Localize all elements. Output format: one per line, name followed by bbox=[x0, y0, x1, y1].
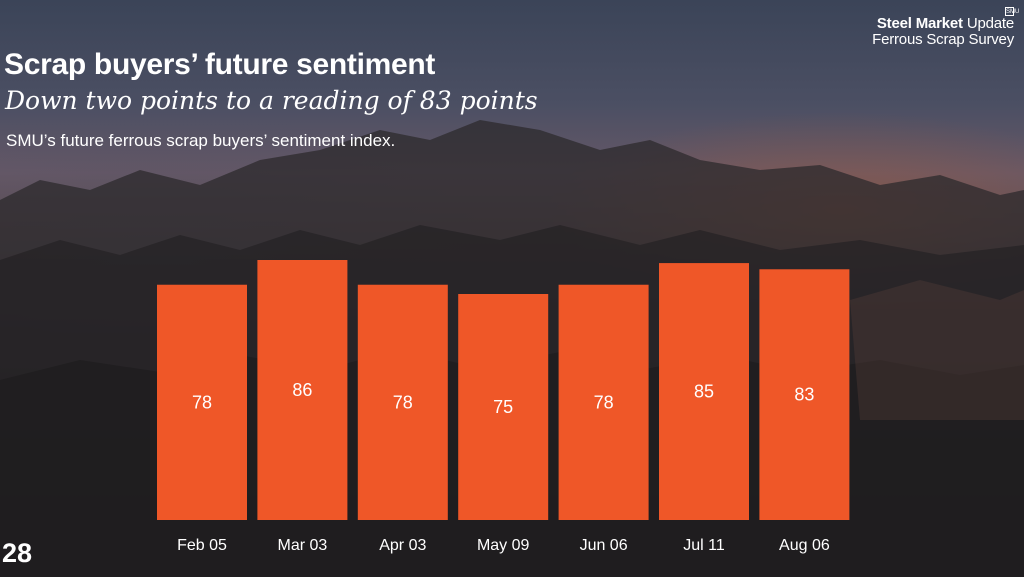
brand-name-light: Update bbox=[966, 15, 1014, 32]
bar-value-label: 83 bbox=[794, 385, 814, 405]
bar-value-label: 78 bbox=[192, 392, 212, 412]
brand-name-bold: Steel Market bbox=[876, 15, 963, 32]
x-tick-label: Mar 03 bbox=[278, 537, 328, 554]
x-tick-label: Jul 11 bbox=[683, 537, 725, 554]
bar-value-label: 75 bbox=[493, 397, 513, 417]
bar-feb-05 bbox=[157, 284, 247, 520]
brand-name: Steel Market Update bbox=[872, 16, 1014, 32]
bar-value-label: 86 bbox=[292, 380, 312, 400]
bar-apr-03 bbox=[357, 284, 448, 520]
x-tick-label: Feb 05 bbox=[177, 537, 227, 554]
bar-jul-11 bbox=[659, 263, 749, 520]
brand-survey-name: Ferrous Scrap Survey bbox=[872, 30, 1014, 48]
bar-value-label: 85 bbox=[694, 382, 714, 402]
x-tick-label: May 09 bbox=[477, 537, 530, 554]
x-tick-label: Aug 06 bbox=[779, 537, 830, 554]
x-tick-label: Apr 03 bbox=[379, 537, 426, 554]
bar-mar-03 bbox=[257, 260, 348, 520]
brand-logo: SMU Steel Market Update Ferrous Scrap Su… bbox=[872, 7, 1019, 48]
x-tick-label: Jun 06 bbox=[580, 537, 628, 554]
brand-mark: SMU bbox=[1005, 7, 1020, 16]
bar-value-label: 78 bbox=[393, 392, 413, 412]
page-number: 28 bbox=[2, 538, 33, 568]
bar-jun-06 bbox=[558, 284, 649, 520]
slide-subtitle: Down two points to a reading of 83 point… bbox=[5, 86, 538, 115]
bar-aug-06 bbox=[759, 269, 850, 520]
slide-title: Scrap buyers’ future sentiment bbox=[4, 48, 436, 81]
chart-description: SMU’s future ferrous scrap buyers’ senti… bbox=[6, 131, 396, 150]
bar-value-label: 78 bbox=[594, 392, 614, 412]
bar-may-09 bbox=[458, 294, 549, 520]
